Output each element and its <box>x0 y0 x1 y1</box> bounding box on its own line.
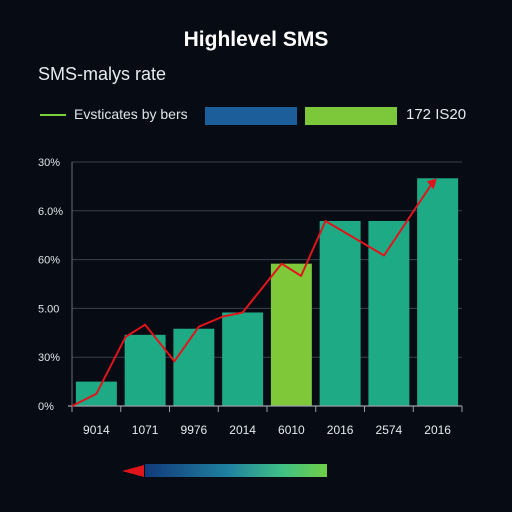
trend-line-path <box>71 181 434 407</box>
x-tick-label: 2016 <box>424 423 451 437</box>
x-tick-label: 9014 <box>83 423 110 437</box>
legend-code: 172 IS20 <box>406 106 467 123</box>
y-tick-label: 30% <box>38 157 60 169</box>
x-axis-ticks: 9014 1071 9976 2014 6010 2016 2574 2016 <box>83 423 451 437</box>
bar <box>368 220 410 406</box>
x-axis <box>68 405 463 412</box>
y-tick-label: 6.0% <box>38 206 63 218</box>
x-tick-label: 2574 <box>376 423 403 437</box>
bars <box>75 178 459 406</box>
chart-subtitle: SMS-malys rate <box>38 64 167 84</box>
legend-swatch-blue <box>205 107 297 125</box>
bar <box>124 334 166 406</box>
x-tick-label: 1071 <box>132 423 159 437</box>
y-tick-label: 5.00 <box>38 303 59 315</box>
trend-line <box>71 178 437 407</box>
x-tick-label: 9976 <box>181 423 208 437</box>
x-tick-label: 6010 <box>278 423 305 437</box>
trend-arrow-head <box>426 178 437 190</box>
legend-label: Evsticates by bers <box>74 106 188 122</box>
gradient-scale-bar <box>145 464 327 477</box>
arrow-left-icon <box>122 465 144 477</box>
x-tick-label: 2014 <box>229 423 256 437</box>
bar <box>270 263 312 406</box>
bar <box>319 220 361 406</box>
y-axis-ticks: 0% 30% 5.00 60% 6.0% 30% <box>38 157 63 413</box>
legend-line-swatch <box>40 114 66 116</box>
y-tick-label: 60% <box>38 255 60 267</box>
y-tick-label: 0% <box>38 401 54 413</box>
bar <box>173 328 215 406</box>
bar <box>222 312 264 406</box>
bar <box>417 178 459 406</box>
chart-title: Highlevel SMS <box>183 28 329 51</box>
y-tick-label: 30% <box>38 352 60 364</box>
legend-swatch-green <box>305 107 397 125</box>
x-tick-label: 2016 <box>327 423 354 437</box>
